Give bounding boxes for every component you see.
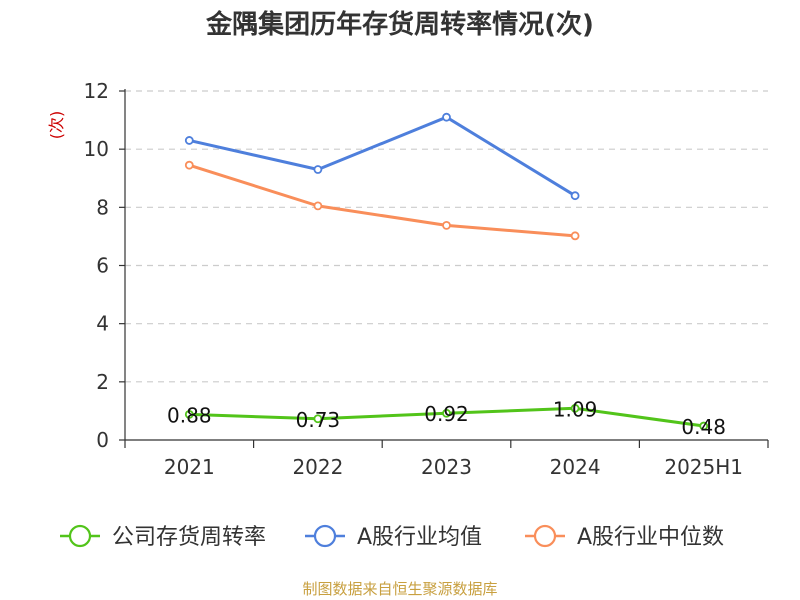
legend-label: A股行业中位数 <box>577 525 724 550</box>
data-point <box>570 191 580 201</box>
y-tick-label: 10 <box>84 137 109 161</box>
grid-lines <box>125 90 768 383</box>
data-label: 1.09 <box>553 397 598 421</box>
legend: 公司存货周转率 A股行业均值 A股行业中位数 <box>60 524 724 550</box>
y-tick-label: 0 <box>96 428 109 452</box>
y-tick-label: 2 <box>96 370 109 394</box>
source-note: 制图数据来自恒生聚源数据库 <box>302 580 497 598</box>
y-tick-label: 8 <box>96 195 109 219</box>
data-point <box>184 136 194 145</box>
y-tick-label: 6 <box>96 254 109 278</box>
x-tick-label: 2022 <box>292 455 343 479</box>
x-tick-label: 2025H1 <box>664 455 743 479</box>
series-lines <box>184 112 709 431</box>
legend-swatch-marker <box>313 524 337 548</box>
data-point <box>570 403 580 413</box>
data-labels: 0.88 0.73 0.92 1.09 0.48 <box>167 397 726 439</box>
data-point <box>313 165 323 174</box>
x-tick-label: 2023 <box>421 455 472 479</box>
data-point <box>699 421 709 431</box>
data-point <box>442 220 451 230</box>
data-point <box>442 408 451 418</box>
legend-swatch-marker <box>533 524 557 548</box>
axes: 0 2 4 6 8 10 12 2021 2022 2023 2024 2025H1 <box>84 79 769 479</box>
data-point <box>313 414 323 424</box>
x-tick-label: 2021 <box>164 455 215 479</box>
y-tick-label: 4 <box>96 312 109 336</box>
data-label: 0.88 <box>167 403 212 427</box>
data-label: 0.92 <box>424 402 469 426</box>
data-point <box>184 410 194 419</box>
y-axis-label: (次) <box>47 111 66 140</box>
x-tick-label: 2024 <box>550 455 601 479</box>
data-point <box>442 112 451 122</box>
chart-title: 金隅集团历年存货周转率情况(次) <box>205 9 594 40</box>
series-line <box>188 163 576 238</box>
series-line <box>188 115 576 197</box>
data-label: 0.48 <box>681 415 726 439</box>
legend-swatch-marker <box>68 524 92 548</box>
data-point <box>313 201 323 211</box>
y-tick-label: 12 <box>84 79 109 103</box>
legend-label: 公司存货周转率 <box>112 525 266 550</box>
data-label: 0.73 <box>296 408 341 432</box>
legend-label: A股行业均值 <box>357 525 482 550</box>
data-point <box>184 160 194 170</box>
data-point <box>570 231 580 241</box>
